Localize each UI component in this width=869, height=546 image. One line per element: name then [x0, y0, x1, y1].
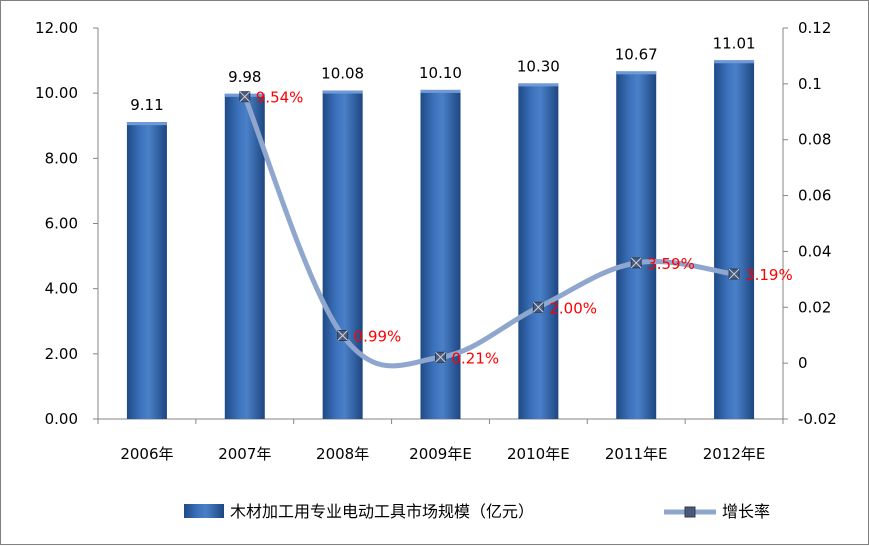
left-tick-label: 10.00: [35, 84, 78, 102]
bar: [518, 83, 559, 420]
legend: 木材加工用专业电动工具市场规模（亿元） 增长率: [184, 502, 770, 521]
x-tick-label: 2011年E: [605, 445, 668, 463]
right-tick-label: 0.12: [798, 19, 831, 37]
x-tick-label: 2010年E: [507, 445, 570, 463]
bar-value-label: 10.10: [419, 64, 462, 82]
growth-value-label: 3.19%: [745, 266, 793, 284]
data-labels-group: 9.11 9.98 10.08 10.10 10.30 10.67 11.01 9.54% 0.…: [130, 34, 793, 367]
x-tick-label: 2008年: [316, 445, 369, 463]
bar-top-highlight: [616, 71, 657, 75]
growth-value-label: 0.99%: [354, 327, 402, 345]
axes-group: 0.00 2.00 4.00 6.00 8.00 10.00 12.00 -0.02 0 0.02…: [35, 19, 837, 463]
growth-marker-cross: [239, 91, 251, 103]
right-tick-label: 0.04: [798, 242, 831, 260]
bar-top-highlight: [126, 122, 167, 126]
bar-value-label: 9.98: [228, 68, 261, 86]
left-tick-label: 6.00: [45, 215, 78, 233]
growth-value-label: 2.00%: [549, 299, 597, 317]
growth-line-group: [239, 91, 740, 369]
bar-value-label: 10.08: [321, 65, 364, 83]
bars-group: [126, 60, 755, 420]
left-tick-label: 8.00: [45, 149, 78, 167]
growth-value-label: 3.59%: [647, 255, 695, 273]
bar-top-highlight: [322, 90, 363, 94]
left-tick-label: 4.00: [45, 280, 78, 298]
left-tick-label: 0.00: [45, 410, 78, 428]
bar-value-label: 10.30: [517, 57, 560, 75]
growth-marker-cross: [533, 301, 544, 313]
bar-top-highlight: [518, 83, 559, 87]
right-tick-label: 0.06: [798, 187, 831, 205]
bar-top-highlight: [714, 60, 755, 64]
growth-marker-cross: [435, 351, 446, 363]
right-tick-label: -0.02: [798, 410, 837, 428]
right-tick-label: 0: [798, 354, 808, 372]
bar: [420, 89, 461, 420]
bar: [224, 93, 265, 420]
growth-value-label: 0.21%: [452, 349, 500, 367]
bar: [322, 90, 363, 419]
bar: [126, 122, 167, 419]
bar: [714, 60, 755, 419]
legend-bar-label: 木材加工用专业电动工具市场规模（亿元）: [230, 502, 534, 521]
x-tick-label: 2006年: [120, 445, 173, 463]
bar-value-label: 11.01: [713, 34, 756, 52]
legend-bar-swatch: [184, 504, 224, 518]
right-tick-label: 0.08: [798, 131, 831, 149]
x-tick-label: 2009年E: [409, 445, 472, 463]
x-tick-label: 2007年: [218, 445, 271, 463]
growth-marker-cross: [728, 268, 740, 280]
left-tick-label: 2.00: [45, 345, 78, 363]
right-tick-label: 0.02: [798, 298, 831, 316]
bar: [616, 71, 657, 420]
right-tick-label: 0.1: [798, 75, 822, 93]
bar-top-highlight: [420, 89, 461, 93]
growth-marker-cross: [630, 257, 642, 269]
bar-value-label: 10.67: [615, 45, 658, 63]
legend-line-marker: [684, 506, 696, 518]
growth-marker-cross: [337, 330, 348, 341]
bar-value-label: 9.11: [130, 96, 163, 114]
legend-line-label: 增长率: [722, 502, 770, 521]
growth-line: [242, 94, 737, 369]
x-tick-label: 2012年E: [703, 445, 766, 463]
left-tick-label: 12.00: [35, 19, 78, 37]
growth-value-label: 9.54%: [256, 89, 304, 107]
